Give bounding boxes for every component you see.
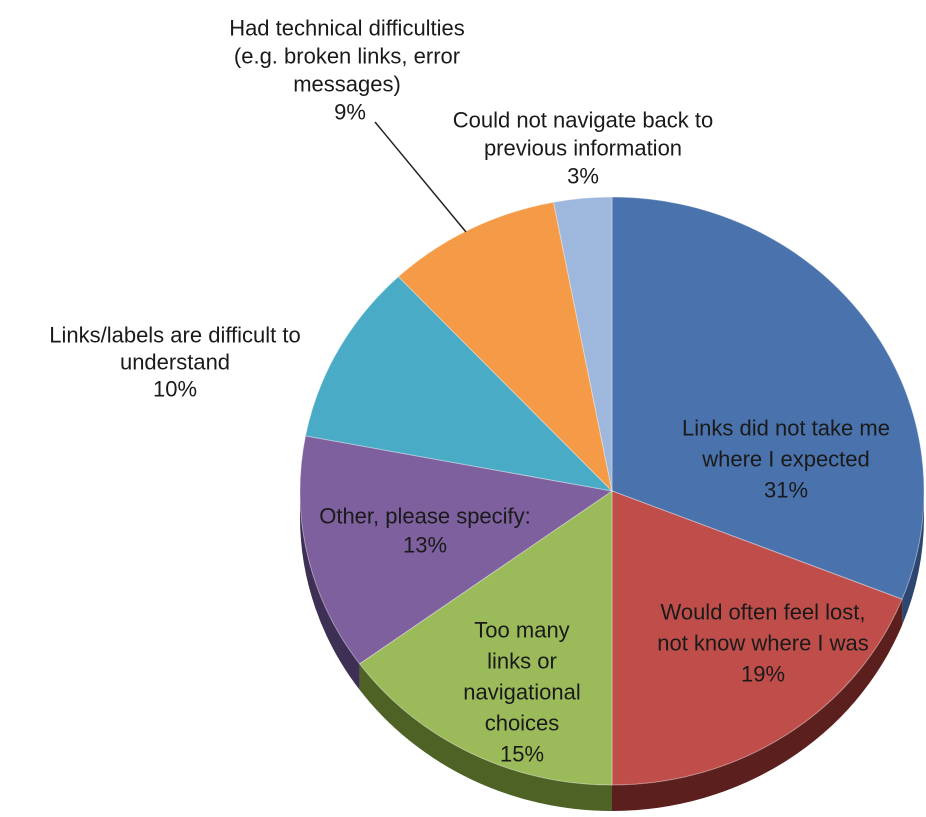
pie-side-too-many-links bbox=[359, 663, 612, 811]
pie-slice-too-many-links bbox=[358, 490, 613, 786]
slice-percent-technical-difficulties: 9% bbox=[334, 100, 366, 125]
slice-label-too-many-links: choices bbox=[485, 711, 560, 736]
leader-line bbox=[374, 121, 467, 233]
slice-label-links-not-expected: where I expected bbox=[701, 447, 870, 472]
slice-label-feel-lost: Would often feel lost, bbox=[660, 600, 865, 625]
slice-label-labels-difficult: understand bbox=[120, 350, 230, 375]
pie-slice-links-not-expected bbox=[611, 196, 925, 600]
slice-percent-labels-difficult: 10% bbox=[153, 377, 197, 402]
pie-slice-technical-difficulties bbox=[397, 201, 613, 493]
slice-percent-too-many-links: 15% bbox=[500, 742, 544, 767]
slice-label-too-many-links: navigational bbox=[463, 680, 580, 705]
slice-percent-links-not-expected: 31% bbox=[764, 478, 808, 503]
label-group: Links did not take me where I expected 31%… bbox=[49, 16, 890, 767]
slice-label-links-not-expected: Links did not take me bbox=[682, 416, 890, 441]
slice-label-navigate-back: previous information bbox=[484, 136, 682, 161]
slice-label-too-many-links: links or bbox=[487, 649, 557, 674]
pie-slice-other bbox=[299, 435, 614, 665]
slice-label-too-many-links: Too many bbox=[474, 618, 569, 643]
pie-side-other bbox=[300, 491, 360, 690]
slice-percent-other: 13% bbox=[403, 533, 447, 558]
slice-label-feel-lost: not know where I was bbox=[657, 631, 869, 656]
slice-label-other: Other, please specify: bbox=[319, 504, 531, 529]
slice-percent-navigate-back: 3% bbox=[567, 164, 599, 189]
pie-side-feel-lost bbox=[612, 599, 903, 811]
pie-side-links-not-expected bbox=[902, 491, 924, 626]
pie-slice-feel-lost bbox=[611, 490, 903, 786]
slice-label-technical-difficulties: messages) bbox=[293, 72, 401, 97]
slice-label-labels-difficult: Links/labels are difficult to bbox=[49, 323, 301, 348]
pie-side-group bbox=[300, 491, 924, 811]
slice-label-technical-difficulties: (e.g. broken links, error bbox=[234, 44, 460, 69]
pie-slice-labels-difficult bbox=[304, 275, 614, 492]
pie-slice-navigate-back bbox=[552, 196, 613, 492]
slice-label-technical-difficulties: Had technical difficulties bbox=[229, 16, 465, 41]
pie-slice-group bbox=[299, 196, 925, 786]
slice-label-navigate-back: Could not navigate back to bbox=[453, 108, 714, 133]
slice-percent-feel-lost: 19% bbox=[741, 662, 785, 687]
